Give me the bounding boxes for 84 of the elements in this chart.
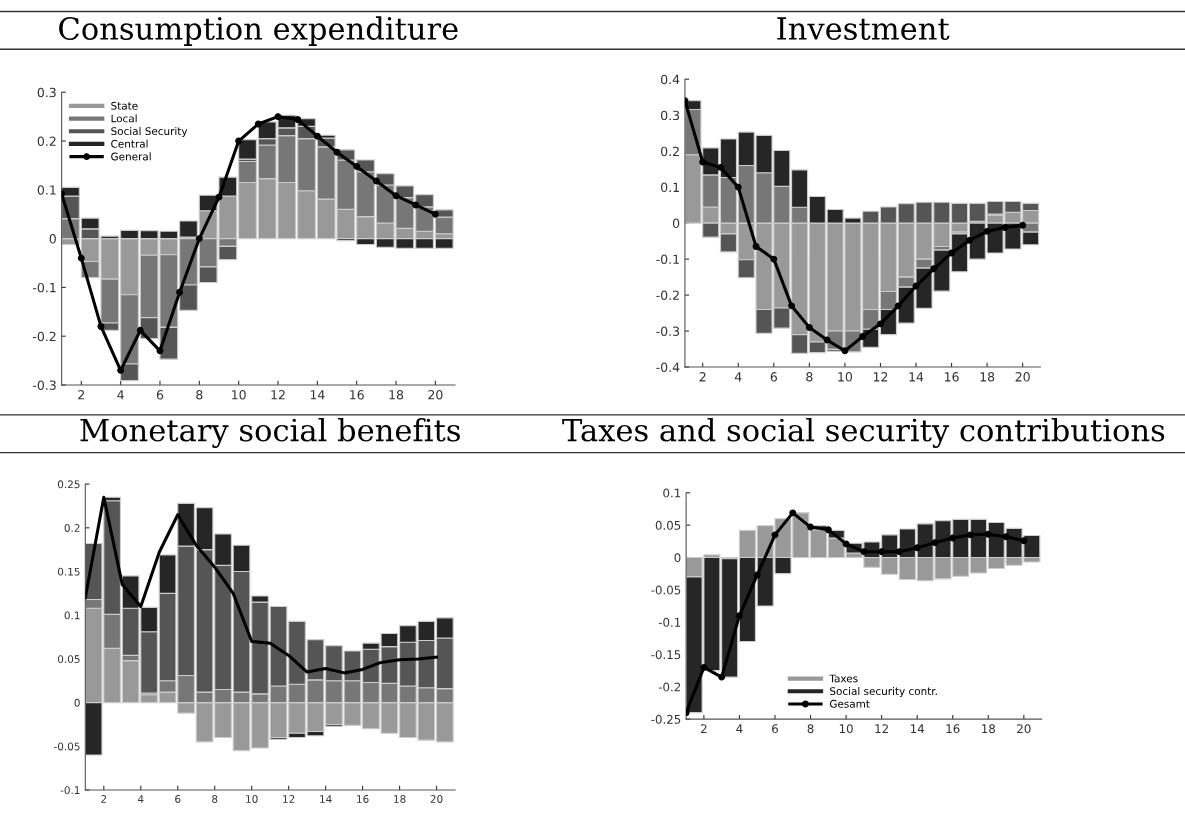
legend-label: Local [111,114,137,123]
x-tick-label: 8 [212,795,218,803]
y-tick-label: -0.3 [32,380,56,390]
y-tick-label: 0.4 [661,74,680,85]
legend-label: State [111,101,138,110]
legend-label: Taxes [829,674,858,683]
y-tick-label: -0.4 [656,362,680,372]
x-tick-label: 20 [1015,372,1030,382]
y-tick-label: 0.2 [661,146,679,157]
x-tick-label: 18 [982,724,995,734]
x-tick-label: 10 [246,795,258,803]
y-tick-label: 0.05 [655,520,681,530]
y-tick-label: 0.1 [37,185,56,195]
y-tick-label: 0.05 [57,655,80,664]
legend-label: Gesamt [829,699,870,708]
legend-label: Central [111,139,148,148]
x-tick-label: 2 [78,390,85,400]
x-tick-label: 14 [310,390,325,400]
chart-title: Taxes and social security contributions [562,417,1165,448]
y-tick-label: -0.05 [54,742,80,751]
y-tick-label: 0.2 [37,136,56,146]
x-tick-label: 12 [271,390,285,400]
x-tick-label: 2 [101,795,107,803]
y-tick-label: 0.15 [57,567,80,576]
x-tick-label: 20 [428,390,443,400]
x-tick-label: 6 [772,724,778,734]
x-tick-label: 14 [910,724,925,733]
chart-title: Consumption expenditure [59,16,458,46]
x-tick-label: 14 [909,372,924,382]
x-tick-label: 18 [389,390,404,400]
y-tick-label: 0 [672,218,680,229]
y-tick-label: -0.1 [32,282,56,293]
x-tick-label: 6 [770,372,777,382]
chart-title: Monetary social benefits [80,417,460,448]
x-tick-label: 16 [944,372,959,382]
x-tick-label: 14 [320,795,332,803]
y-tick-label: 0 [674,553,681,563]
y-tick-label: -0.1 [60,786,80,795]
y-tick-label: -0.05 [651,585,681,595]
x-tick-label: 4 [734,372,742,382]
x-tick-label: 12 [873,372,888,382]
x-tick-label: 18 [980,372,995,382]
y-tick-label: 0.1 [663,488,681,498]
x-tick-label: 4 [137,795,144,803]
y-tick-label: 0.1 [661,182,679,193]
x-tick-label: 4 [736,724,743,733]
x-tick-label: 16 [357,795,369,803]
x-tick-label: 20 [430,795,443,803]
y-tick-label: 0.3 [37,87,56,98]
y-tick-label: -0.2 [658,682,681,692]
x-tick-label: 2 [701,724,707,733]
y-tick-label: 0.1 [64,611,80,620]
x-tick-label: 10 [839,724,853,734]
y-tick-label: 0 [49,234,56,244]
y-tick-label: -0.1 [656,254,679,265]
x-tick-label: 6 [175,795,181,803]
x-tick-label: 12 [283,795,295,803]
legend-label: Social Security [111,127,188,138]
x-tick-label: 10 [838,372,853,382]
x-tick-label: 18 [394,795,406,803]
y-tick-label: 0.2 [64,524,80,532]
y-tick-label: -0.1 [658,617,681,627]
x-tick-label: 8 [806,372,813,382]
chart-title: Investment [777,17,950,41]
x-tick-label: 20 [1017,724,1031,734]
x-tick-label: 16 [350,390,364,400]
x-tick-label: 10 [232,390,246,400]
x-tick-label: 6 [156,390,164,400]
y-tick-label: -0.3 [656,326,680,336]
y-tick-label: -0.15 [651,650,681,660]
y-tick-label: -0.2 [656,290,679,300]
y-tick-label: -0.2 [32,331,56,342]
legend-label: General [111,152,151,161]
x-tick-label: 16 [946,724,960,734]
x-tick-label: 8 [196,390,203,400]
x-tick-label: 8 [807,724,814,734]
y-tick-label: -0.25 [651,714,681,724]
x-tick-label: 4 [117,390,124,400]
y-tick-label: 0.25 [57,480,80,489]
y-tick-label: 0.3 [661,110,680,121]
y-tick-label: 0 [74,698,80,707]
x-tick-label: 2 [699,372,706,382]
x-tick-label: 12 [875,724,888,733]
legend-label: Social security contr. [830,687,937,698]
